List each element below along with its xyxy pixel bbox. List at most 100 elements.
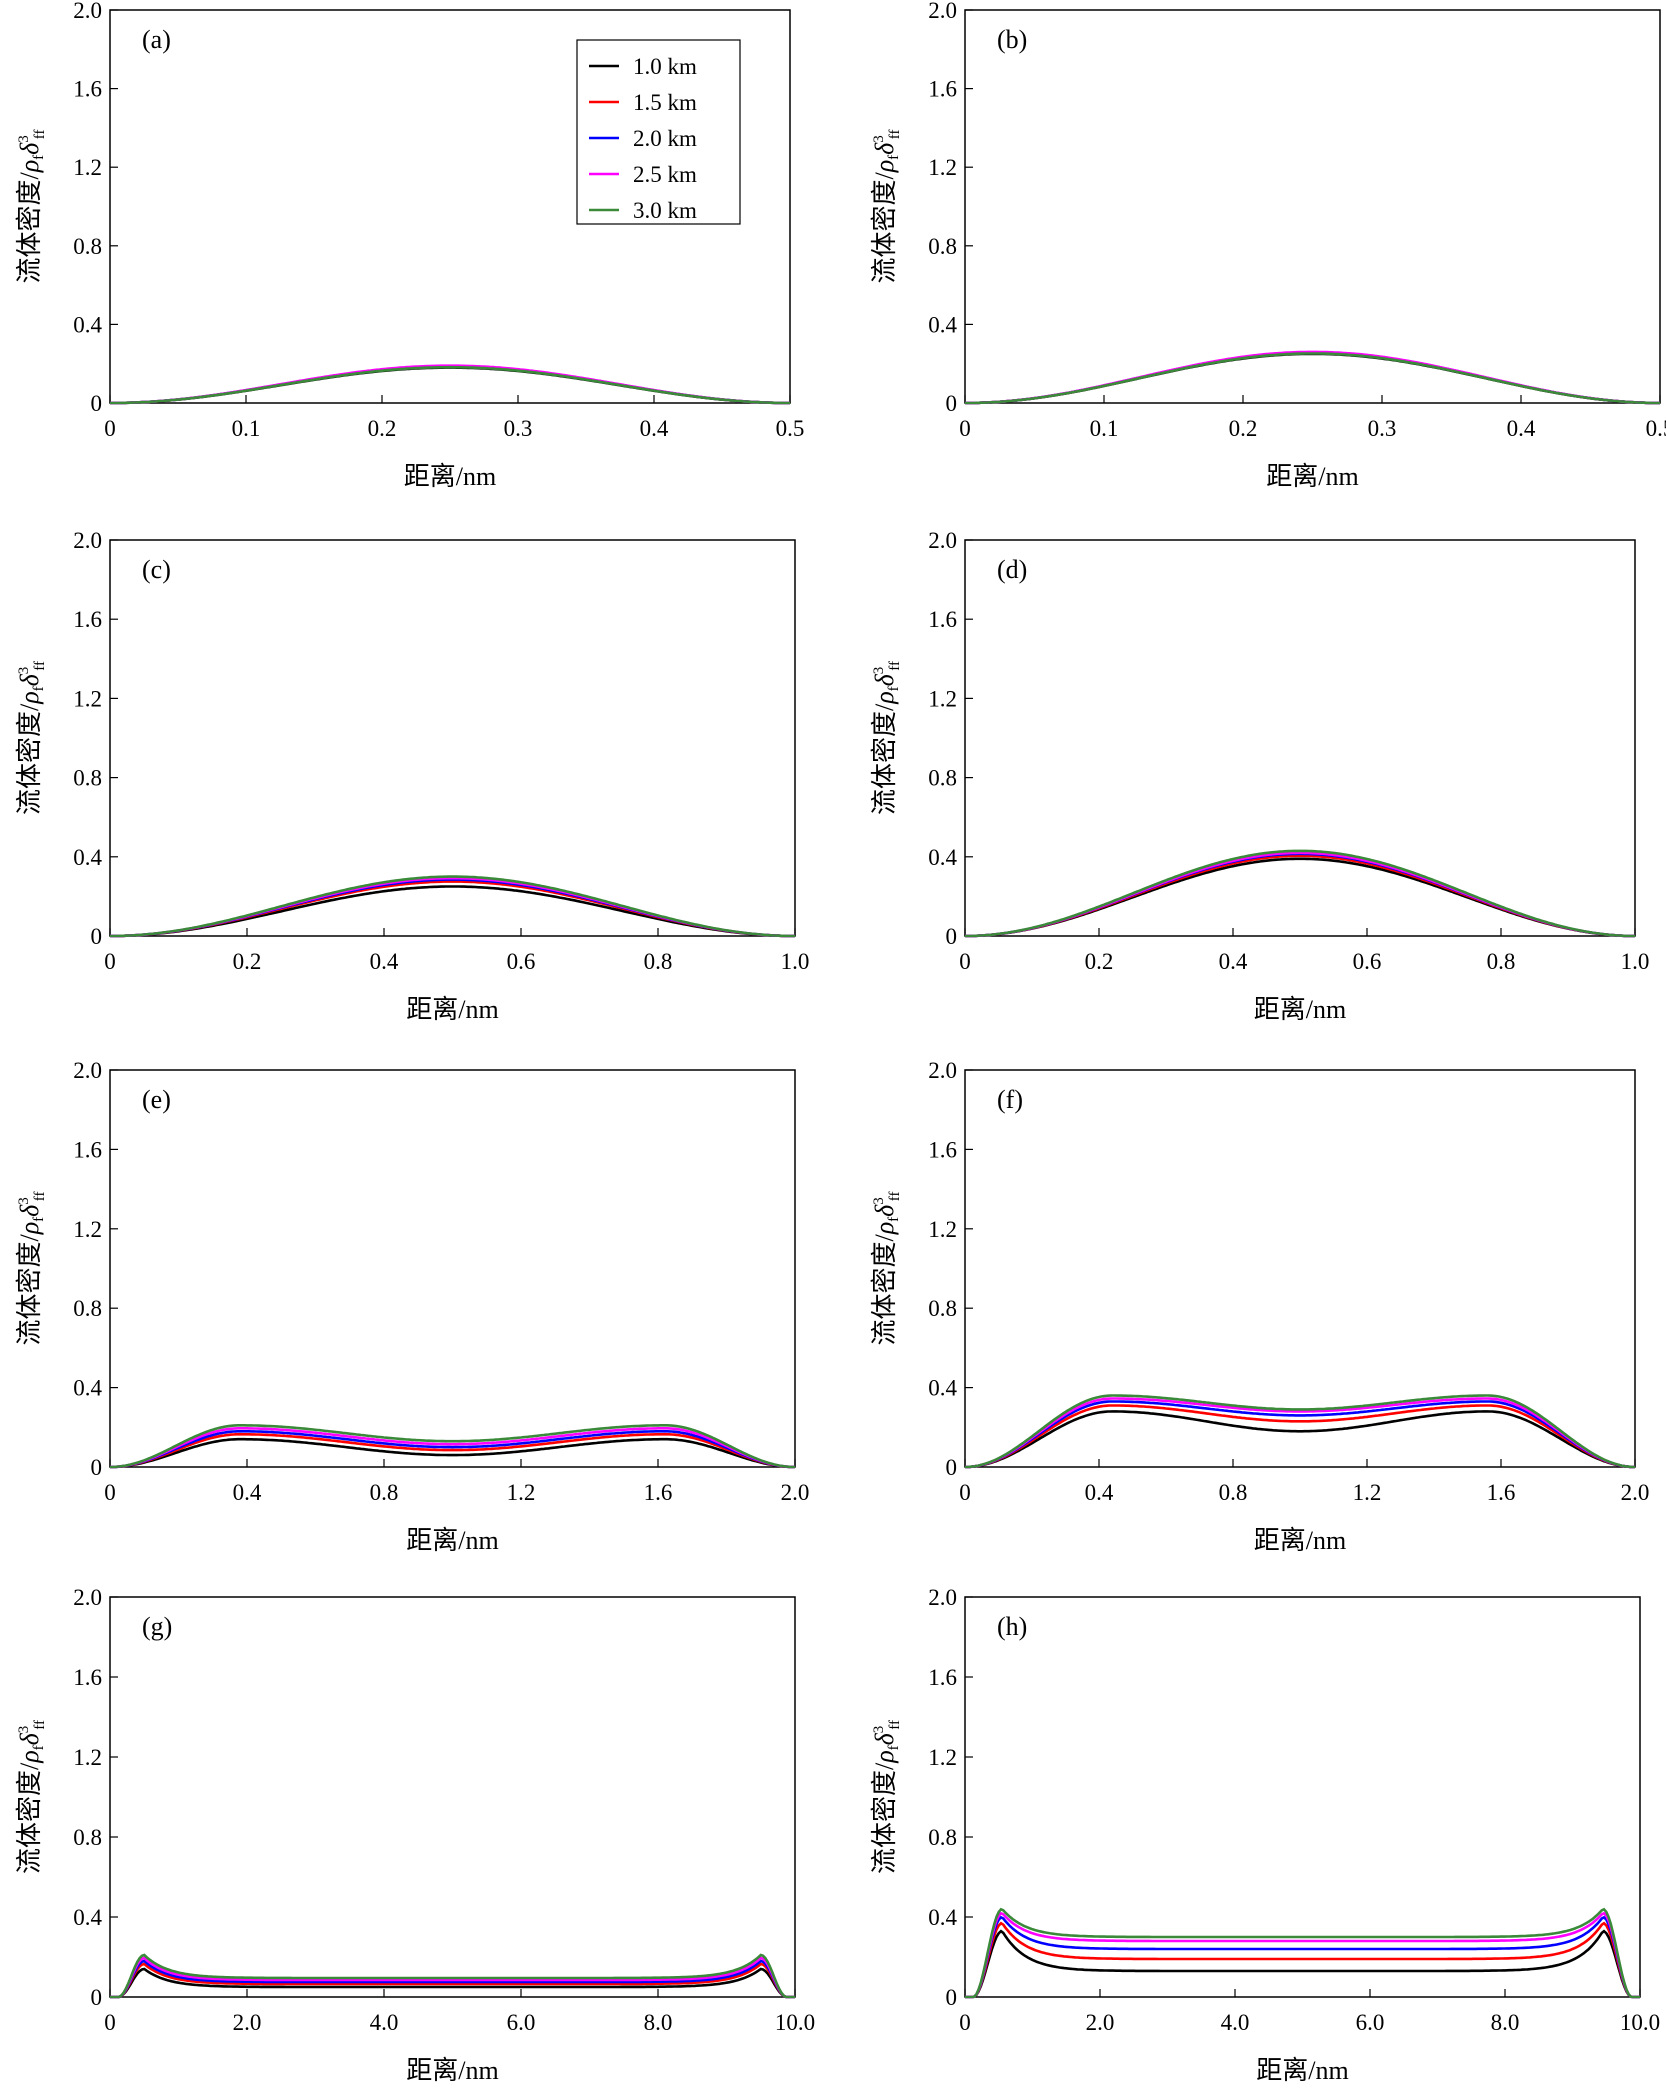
x-tick-label: 0.3	[504, 416, 533, 441]
panel-a: 0 0.4 0.8 1.2 1.6 2.0 0 0.1 0.2 0.3 0.4 0.5 (a) 距离/nm…	[15, 0, 804, 491]
series-line-1-0-km	[965, 1929, 1640, 1999]
series-line-1-0-km	[965, 1410, 1635, 1469]
x-tick-label: 4.0	[370, 2010, 399, 2035]
x-tick-label: 0.2	[368, 416, 397, 441]
y-tick-label: 1.2	[928, 1217, 957, 1242]
series-line-2-5-km	[965, 851, 1635, 938]
y-axis-label: 流体密度/ρfδ3ff	[15, 661, 48, 815]
series-line-2-5-km	[965, 350, 1660, 405]
panel-e: 0 0.4 0.8 1.2 1.6 2.0 0 0.4 0.8 1.2 1.6 2.0 (e) 距离/nm…	[15, 1058, 809, 1555]
y-tick-label: 0	[946, 391, 958, 416]
x-tick-label: 0.6	[1353, 949, 1382, 974]
x-tick-label: 0.4	[233, 1480, 262, 1505]
series-line-1-5-km	[110, 1432, 795, 1469]
y-tick-label: 1.2	[73, 155, 102, 180]
y-tick-label: 1.2	[928, 155, 957, 180]
panel-label: (g)	[142, 1612, 172, 1641]
y-tick-label: 1.2	[928, 1745, 957, 1770]
y-tick-label: 0.4	[928, 845, 957, 870]
x-tick-label: 0.4	[1219, 949, 1248, 974]
x-tick-label: 0.8	[370, 1480, 399, 1505]
y-tick-label: 2.0	[73, 1058, 102, 1083]
legend-label: 1.5 km	[633, 90, 697, 115]
x-tick-label: 0.2	[1085, 949, 1114, 974]
x-tick-label: 0	[104, 1480, 116, 1505]
y-tick-label: 0.8	[73, 1825, 102, 1850]
x-tick-label: 0	[104, 2010, 116, 2035]
y-tick-label: 0.4	[928, 312, 957, 337]
y-tick-label: 1.6	[73, 1665, 102, 1690]
y-tick-label: 0	[946, 1455, 958, 1480]
panel-g: 0 0.4 0.8 1.2 1.6 2.0 0 2.0 4.0 6.0 8.0 10.0 (g) 距离/n…	[15, 1585, 815, 2085]
y-tick-label: 0.8	[73, 234, 102, 259]
series-line-2-0-km	[965, 350, 1660, 405]
legend-label: 3.0 km	[633, 198, 697, 223]
x-tick-label: 0.4	[370, 949, 399, 974]
x-axis-label: 距离/nm	[1254, 995, 1346, 1024]
series-line-1-5-km	[965, 1404, 1635, 1469]
x-axis-label: 距离/nm	[406, 995, 498, 1024]
x-tick-label: 0.8	[1219, 1480, 1248, 1505]
y-tick-label: 0.4	[73, 312, 102, 337]
series-line-3-0-km	[965, 849, 1635, 938]
y-tick-label: 0.4	[73, 1905, 102, 1930]
x-tick-label: 1.0	[781, 949, 810, 974]
y-axis-label: 流体密度/ρfδ3ff	[870, 1720, 903, 1874]
panel-label: (a)	[142, 25, 171, 54]
plot-frame	[109, 539, 796, 937]
series-line-1-5-km	[110, 365, 790, 405]
series-line-2-0-km	[110, 878, 795, 938]
y-tick-label: 1.6	[928, 77, 957, 102]
y-axis-label: 流体密度/ρfδ3ff	[870, 129, 903, 283]
y-tick-label: 0	[946, 1985, 958, 2010]
x-tick-label: 0	[959, 1480, 971, 1505]
x-tick-label: 1.6	[1487, 1480, 1516, 1505]
y-tick-label: 1.6	[928, 607, 957, 632]
plot-frame	[109, 1596, 796, 1998]
series-line-1-5-km	[110, 880, 795, 938]
series-line-2-0-km	[965, 1915, 1640, 1999]
y-tick-label: 0.4	[928, 1376, 957, 1401]
panel-h: 0 0.4 0.8 1.2 1.6 2.0 0 2.0 4.0 6.0 8.0 10.0 (h) 距离/n…	[870, 1585, 1660, 2085]
legend: 1.0 km 1.5 km 2.0 km 2.5 km 3.0 km	[576, 39, 741, 225]
x-axis-label: 距离/nm	[1266, 462, 1358, 491]
y-tick-label: 1.2	[73, 686, 102, 711]
series-line-3-0-km	[965, 1907, 1640, 1999]
panel-b: 0 0.4 0.8 1.2 1.6 2.0 0 0.1 0.2 0.3 0.4 0.5 (b) 距离/nm…	[870, 0, 1666, 491]
series-line-3-0-km	[965, 352, 1660, 405]
series-line-1-0-km	[110, 1437, 795, 1469]
series-line-2-5-km	[110, 1427, 795, 1469]
x-tick-label: 0.1	[1090, 416, 1119, 441]
panel-f: 0 0.4 0.8 1.2 1.6 2.0 0 0.4 0.8 1.2 1.6 2.0 (f) 距离/nm…	[870, 1058, 1649, 1555]
y-tick-label: 2.0	[73, 528, 102, 553]
x-tick-label: 0.4	[1507, 416, 1536, 441]
series-line-2-5-km	[965, 1397, 1635, 1469]
series-line-3-0-km	[110, 365, 790, 405]
x-tick-label: 0.4	[640, 416, 669, 441]
y-axis-label: 流体密度/ρfδ3ff	[15, 1191, 48, 1345]
series-line-1-0-km	[965, 857, 1635, 938]
series-line-1-0-km	[110, 885, 795, 938]
x-tick-label: 2.0	[1621, 1480, 1650, 1505]
y-tick-label: 1.6	[73, 1137, 102, 1162]
x-tick-label: 0	[959, 2010, 971, 2035]
x-tick-label: 0	[104, 416, 116, 441]
y-tick-label: 1.6	[73, 607, 102, 632]
plot-frame	[964, 1069, 1636, 1468]
x-axis-label: 距离/nm	[1256, 2056, 1348, 2085]
series-line-2-5-km	[110, 1956, 795, 1999]
legend-label: 2.0 km	[633, 126, 697, 151]
plot-frame	[964, 9, 1661, 404]
x-tick-label: 0.2	[233, 949, 262, 974]
y-tick-label: 2.0	[928, 528, 957, 553]
y-tick-label: 0	[91, 391, 103, 416]
x-tick-label: 10.0	[1620, 2010, 1660, 2035]
x-tick-label: 0.1	[232, 416, 261, 441]
y-tick-label: 0	[946, 924, 958, 949]
series-line-1-5-km	[110, 1962, 795, 1999]
series-line-3-0-km	[110, 1424, 795, 1469]
x-axis-label: 距离/nm	[406, 1526, 498, 1555]
x-tick-label: 6.0	[507, 2010, 536, 2035]
x-tick-label: 8.0	[1491, 2010, 1520, 2035]
